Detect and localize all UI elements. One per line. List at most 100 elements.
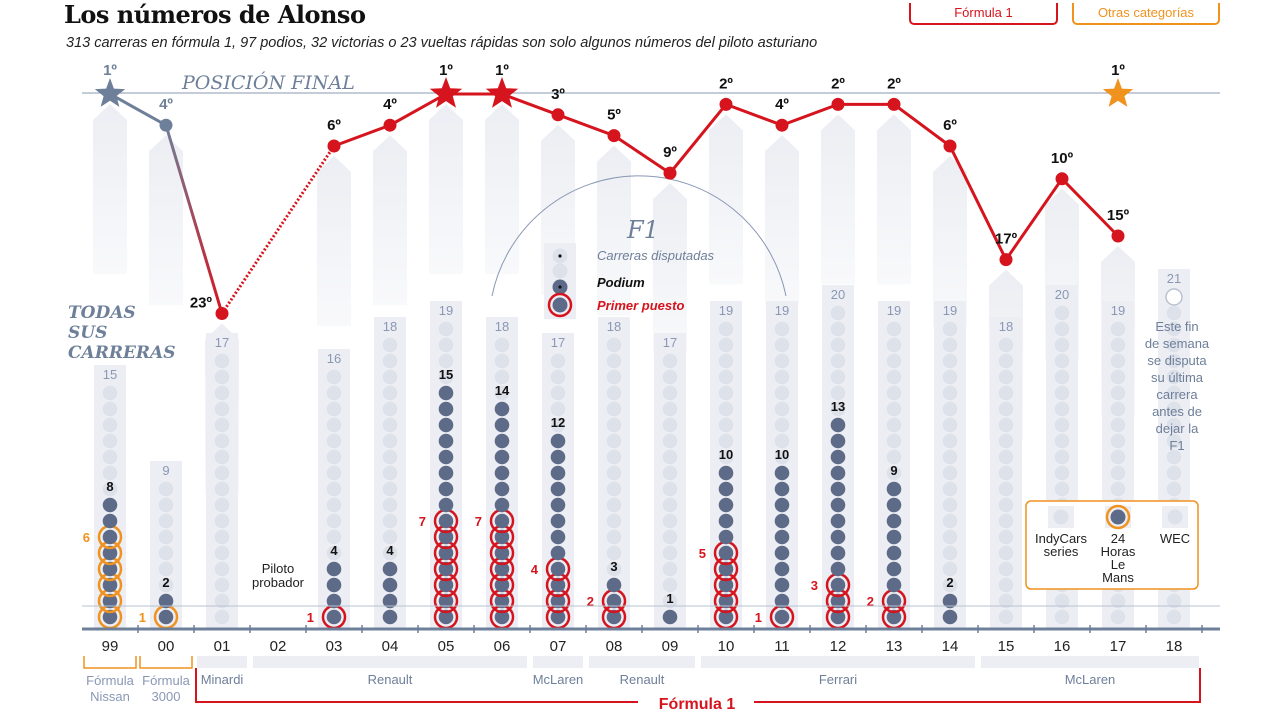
race-dot-06 — [494, 481, 510, 497]
race-dot-13 — [886, 385, 902, 401]
f1-key-podium-label: Podium — [597, 275, 645, 290]
race-dot-03 — [326, 385, 342, 401]
season-arrow-04 — [373, 135, 407, 306]
other-category-dot — [1167, 509, 1183, 525]
race-dot-01 — [214, 593, 230, 609]
race-dot-13 — [886, 593, 902, 609]
race-dot-09 — [662, 529, 678, 545]
race-dot-13 — [886, 401, 902, 417]
race-dot-99 — [102, 561, 118, 577]
all-races-title: TODAS SUS CARRERAS — [68, 303, 176, 363]
race-dot-10 — [718, 401, 734, 417]
year-label-06: 06 — [494, 638, 511, 655]
season-arrow-09 — [653, 183, 687, 354]
team-band-3 — [253, 656, 527, 668]
race-dot-08 — [606, 529, 622, 545]
race-dot-13 — [886, 609, 902, 625]
race-dot-05 — [438, 417, 454, 433]
race-dot-17 — [1110, 465, 1126, 481]
race-dot-14 — [942, 609, 958, 625]
race-dot-05 — [438, 561, 454, 577]
race-dot-18 — [1166, 401, 1182, 417]
race-dot-00 — [158, 513, 174, 529]
other-category-label: 24 Horas Le Mans — [1101, 531, 1136, 585]
team-label-4: McLaren — [533, 672, 584, 687]
race-dot-16 — [1054, 433, 1070, 449]
race-dot-16 — [1054, 321, 1070, 337]
final-position-point-07 — [551, 108, 565, 122]
race-dot-07 — [550, 577, 566, 593]
race-dot-10 — [718, 337, 734, 353]
legend-f1: Fórmula 1 — [909, 3, 1058, 25]
race-dot-12 — [830, 417, 846, 433]
race-dot-08 — [606, 513, 622, 529]
race-dot-03 — [326, 369, 342, 385]
race-dot-04 — [382, 529, 398, 545]
year-label-10: 10 — [718, 638, 735, 655]
race-dot-10 — [718, 497, 734, 513]
win-count-11: 1 — [755, 610, 762, 625]
season-arrow-05 — [429, 104, 463, 274]
race-dot-12 — [830, 433, 846, 449]
race-dot-99 — [102, 433, 118, 449]
race-dot-13 — [886, 577, 902, 593]
race-dot-16 — [1054, 337, 1070, 353]
race-dot-11 — [774, 337, 790, 353]
race-dot-99 — [102, 513, 118, 529]
podium-count-04: 4 — [386, 543, 394, 558]
race-dot-04 — [382, 369, 398, 385]
race-dot-16 — [1054, 353, 1070, 369]
race-dot-18 — [1166, 417, 1182, 433]
race-dot-04 — [382, 385, 398, 401]
final-position-label-04: 4º — [383, 96, 397, 113]
final-position-point-08 — [607, 129, 621, 143]
line-transition-segment — [164, 124, 224, 314]
races-count-16: 20 — [1055, 287, 1069, 302]
f1-key-win-ring — [547, 292, 573, 318]
race-dot-14 — [942, 401, 958, 417]
race-dot-12 — [830, 481, 846, 497]
race-dot-08 — [606, 593, 622, 609]
race-dot-11 — [774, 465, 790, 481]
race-dot-10 — [718, 577, 734, 593]
final-position-label-09: 9º — [663, 144, 677, 161]
race-dot-13 — [886, 545, 902, 561]
race-dot-03 — [326, 465, 342, 481]
season-arrow-13 — [877, 114, 911, 285]
final-position-point-16 — [1055, 172, 1069, 186]
year-label-99: 99 — [102, 638, 119, 655]
final-position-point-01 — [215, 307, 229, 320]
race-dot-12 — [830, 385, 846, 401]
win-count-12: 3 — [811, 578, 818, 593]
race-dot-14 — [942, 577, 958, 593]
race-dot-09 — [662, 401, 678, 417]
race-dot-11 — [774, 497, 790, 513]
race-dot-01 — [214, 609, 230, 625]
race-dot-07 — [550, 369, 566, 385]
race-dot-10 — [718, 353, 734, 369]
race-dot-05 — [438, 593, 454, 609]
race-dot-15 — [998, 529, 1014, 545]
year-label-04: 04 — [382, 638, 399, 655]
race-dot-14 — [942, 369, 958, 385]
race-dot-13 — [886, 513, 902, 529]
race-dot-04 — [382, 593, 398, 609]
final-position-star-06 — [485, 77, 519, 108]
season-2018-note: Este fin de semana se disputa su última carr… — [1145, 319, 1210, 453]
race-dot-18 — [1166, 449, 1182, 465]
podium-count-03: 4 — [330, 543, 338, 558]
race-dot-14 — [942, 529, 958, 545]
race-dot-14 — [942, 337, 958, 353]
team-band-4 — [533, 656, 583, 668]
race-dot-09 — [662, 465, 678, 481]
race-dot-01 — [214, 561, 230, 577]
race-dot-03 — [326, 577, 342, 593]
race-dot-11 — [774, 561, 790, 577]
final-position-label-12: 2º — [831, 75, 845, 92]
le-mans-podium-dot — [1110, 509, 1126, 525]
race-dot-14 — [942, 561, 958, 577]
races-count-13: 19 — [887, 303, 901, 318]
races-count-07: 17 — [551, 335, 565, 350]
race-dot-08 — [606, 337, 622, 353]
year-label-07: 07 — [550, 638, 567, 655]
